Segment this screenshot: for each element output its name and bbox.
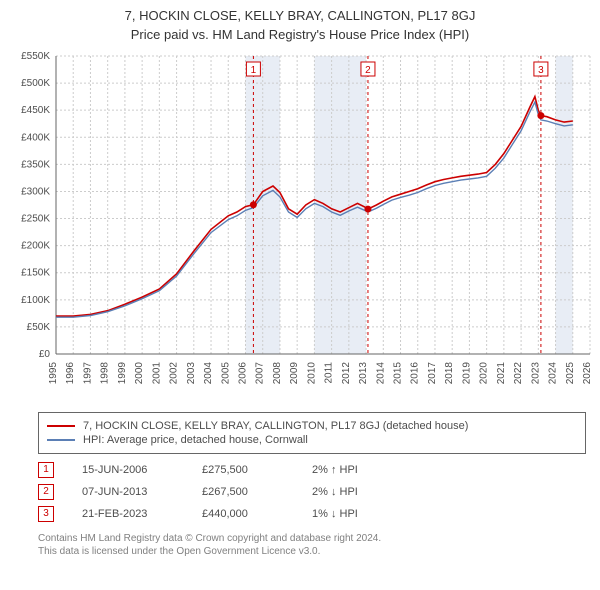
svg-text:2000: 2000: [134, 362, 145, 385]
svg-text:2003: 2003: [186, 362, 197, 385]
svg-text:£300K: £300K: [21, 186, 50, 197]
chart-title: 7, HOCKIN CLOSE, KELLY BRAY, CALLINGTON,…: [0, 8, 600, 23]
chart-titles: 7, HOCKIN CLOSE, KELLY BRAY, CALLINGTON,…: [0, 0, 600, 46]
svg-text:2010: 2010: [306, 362, 317, 385]
svg-text:2016: 2016: [410, 362, 421, 385]
chart-subtitle: Price paid vs. HM Land Registry's House …: [0, 27, 600, 42]
footer-attribution: Contains HM Land Registry data © Crown c…: [38, 532, 586, 558]
svg-text:£500K: £500K: [21, 78, 50, 89]
svg-text:£200K: £200K: [21, 241, 50, 252]
sales-table: 1 15-JUN-2006£275,5002% ↑ HPI 2 07-JUN-2013…: [38, 462, 586, 522]
svg-text:2009: 2009: [289, 362, 300, 385]
svg-text:£550K: £550K: [21, 51, 50, 62]
svg-text:£0: £0: [39, 349, 51, 360]
sale-marker: 3: [38, 506, 54, 522]
sale-row: 1 15-JUN-2006£275,5002% ↑ HPI: [38, 462, 586, 478]
sale-diff: 1% ↓ HPI: [312, 508, 432, 520]
svg-text:2024: 2024: [548, 362, 559, 385]
svg-text:2019: 2019: [461, 362, 472, 385]
sale-date: 15-JUN-2006: [82, 464, 202, 476]
svg-text:2008: 2008: [272, 362, 283, 385]
sale-date: 07-JUN-2013: [82, 486, 202, 498]
svg-text:2025: 2025: [565, 362, 576, 385]
chart-plot: £0 £50K £100K £150K £200K £250K £300K £350K £400…: [0, 46, 600, 406]
legend-row: HPI: Average price, detached house, Corn…: [47, 434, 577, 446]
svg-text:2001: 2001: [151, 362, 162, 385]
svg-text:2017: 2017: [427, 362, 438, 385]
legend-swatch: [47, 439, 75, 441]
svg-text:2: 2: [365, 65, 371, 76]
sale-marker: 2: [38, 484, 54, 500]
sale-price: £440,000: [202, 508, 312, 520]
svg-text:1997: 1997: [82, 362, 93, 385]
svg-text:2002: 2002: [169, 362, 180, 385]
svg-text:2026: 2026: [582, 362, 593, 385]
chart-container: { "titles": { "main": "7, HOCKIN CLOSE, …: [0, 0, 600, 558]
footer-line-2: This data is licensed under the Open Gov…: [38, 545, 586, 558]
sale-marker: 1: [38, 462, 54, 478]
svg-text:2015: 2015: [393, 362, 404, 385]
svg-text:2004: 2004: [203, 362, 214, 385]
svg-text:£450K: £450K: [21, 105, 50, 116]
sale-diff: 2% ↑ HPI: [312, 464, 432, 476]
svg-text:£50K: £50K: [27, 322, 51, 333]
legend-swatch: [47, 425, 75, 427]
svg-text:2005: 2005: [220, 362, 231, 385]
svg-text:1998: 1998: [100, 362, 111, 385]
legend-row: 7, HOCKIN CLOSE, KELLY BRAY, CALLINGTON,…: [47, 420, 577, 432]
legend-box: 7, HOCKIN CLOSE, KELLY BRAY, CALLINGTON,…: [38, 412, 586, 454]
svg-text:2011: 2011: [324, 362, 335, 384]
svg-text:2014: 2014: [375, 362, 386, 385]
svg-text:2006: 2006: [237, 362, 248, 385]
svg-text:2013: 2013: [358, 362, 369, 385]
svg-text:1996: 1996: [65, 362, 76, 385]
svg-text:1995: 1995: [48, 362, 59, 385]
svg-text:£350K: £350K: [21, 159, 50, 170]
chart-svg: £0 £50K £100K £150K £200K £250K £300K £350K £400…: [0, 46, 600, 406]
svg-text:2018: 2018: [444, 362, 455, 385]
svg-text:£100K: £100K: [21, 295, 50, 306]
sale-diff: 2% ↓ HPI: [312, 486, 432, 498]
footer-line-1: Contains HM Land Registry data © Crown c…: [38, 532, 586, 545]
svg-text:£400K: £400K: [21, 132, 50, 143]
svg-text:£150K: £150K: [21, 268, 50, 279]
sale-price: £267,500: [202, 486, 312, 498]
svg-text:£250K: £250K: [21, 214, 50, 225]
svg-text:2012: 2012: [341, 362, 352, 385]
sale-row: 2 07-JUN-2013£267,5002% ↓ HPI: [38, 484, 586, 500]
svg-text:2007: 2007: [255, 362, 266, 385]
svg-text:3: 3: [538, 65, 544, 76]
svg-text:2021: 2021: [496, 362, 507, 385]
sale-row: 3 21-FEB-2023£440,0001% ↓ HPI: [38, 506, 586, 522]
svg-text:2023: 2023: [530, 362, 541, 385]
legend-label: 7, HOCKIN CLOSE, KELLY BRAY, CALLINGTON,…: [83, 420, 468, 432]
svg-text:1999: 1999: [117, 362, 128, 385]
svg-text:2022: 2022: [513, 362, 524, 385]
legend-label: HPI: Average price, detached house, Corn…: [83, 434, 308, 446]
svg-text:2020: 2020: [479, 362, 490, 385]
sale-date: 21-FEB-2023: [82, 508, 202, 520]
sale-price: £275,500: [202, 464, 312, 476]
svg-text:1: 1: [251, 65, 257, 76]
